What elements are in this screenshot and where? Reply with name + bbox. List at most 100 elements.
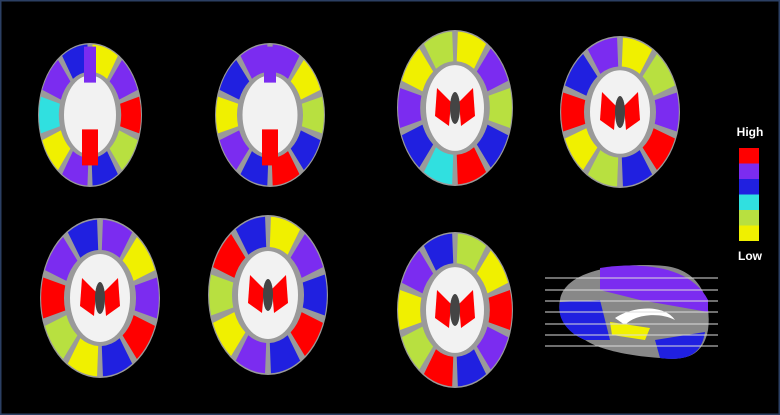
region (101, 338, 133, 377)
region (456, 31, 487, 69)
region (45, 315, 78, 360)
region (456, 349, 487, 387)
region (216, 96, 239, 134)
region (67, 219, 99, 258)
deep-region (600, 92, 616, 130)
axial-slice (40, 218, 160, 378)
legend-swatch (739, 179, 759, 195)
slice-lines (545, 277, 718, 347)
white-matter (242, 75, 298, 155)
region (91, 151, 118, 186)
legend-swatch (739, 194, 759, 210)
axial-slice (215, 43, 325, 187)
region (213, 233, 246, 278)
region (42, 60, 71, 100)
axial-slice (38, 43, 142, 187)
region (587, 37, 619, 74)
region (219, 60, 250, 100)
region (423, 349, 454, 387)
legend-high: High (737, 125, 764, 139)
region (213, 312, 246, 357)
region (301, 96, 324, 134)
region (269, 335, 301, 374)
ventricle (95, 282, 105, 314)
region (476, 250, 509, 294)
sagittal-slice (545, 265, 718, 359)
region (401, 250, 434, 294)
region (290, 60, 321, 100)
ventricle (450, 294, 460, 326)
region (476, 48, 509, 92)
region (109, 60, 138, 100)
region (302, 274, 327, 316)
deep-region (624, 92, 640, 130)
white-matter (64, 75, 116, 155)
region (423, 233, 454, 271)
midline-region (84, 46, 96, 83)
posterior-region (82, 129, 98, 166)
legend-swatch (739, 210, 759, 226)
region (456, 147, 487, 185)
deep-region (272, 275, 288, 313)
deep-region (435, 88, 451, 126)
legend-swatch (739, 148, 759, 164)
midline-region (264, 46, 276, 83)
region (587, 150, 619, 187)
region (290, 130, 321, 170)
region (642, 128, 675, 170)
region (235, 216, 267, 255)
region (488, 290, 512, 330)
axial-slice (397, 232, 513, 388)
region (423, 147, 454, 185)
region (271, 151, 300, 186)
region (456, 233, 487, 271)
region (240, 151, 269, 186)
region (91, 44, 118, 79)
region (401, 326, 434, 370)
region (240, 44, 269, 79)
region (42, 130, 71, 170)
region (488, 88, 512, 128)
region (476, 326, 509, 370)
region (45, 236, 78, 281)
ventricle (450, 92, 460, 124)
region (423, 31, 454, 69)
region (67, 338, 99, 377)
ventricle (263, 279, 273, 311)
deep-region (104, 278, 120, 316)
region (621, 37, 653, 74)
region (271, 44, 300, 79)
region (269, 216, 301, 255)
deep-region (459, 290, 475, 328)
legend: High Low (737, 125, 764, 263)
region (109, 130, 138, 170)
region (120, 96, 141, 134)
region (41, 277, 66, 319)
region (122, 236, 155, 281)
region (62, 151, 89, 186)
brain-slices (38, 30, 680, 388)
region (654, 92, 679, 132)
region (561, 92, 586, 132)
axial-slice (560, 36, 680, 188)
legend-low: Low (738, 249, 763, 263)
deep-region (80, 278, 96, 316)
region (565, 128, 598, 170)
deep-region (248, 275, 264, 313)
region (290, 233, 323, 278)
legend-swatch (739, 163, 759, 179)
region (401, 48, 434, 92)
region (565, 54, 598, 96)
region (476, 124, 509, 168)
region (401, 124, 434, 168)
region (398, 290, 422, 330)
axial-slice (208, 215, 328, 375)
region (621, 150, 653, 187)
region (134, 277, 159, 319)
region (209, 274, 234, 316)
region (122, 315, 155, 360)
region (290, 312, 323, 357)
region (101, 219, 133, 258)
region (235, 335, 267, 374)
